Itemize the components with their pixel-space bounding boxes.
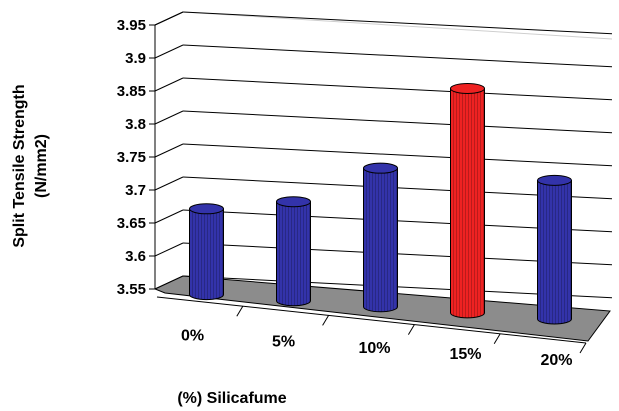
bar-hatch-0: [189, 208, 224, 300]
y-tick-8: 3.95: [117, 17, 146, 34]
bar-hatch-2: [363, 168, 398, 312]
bar-10pct: [363, 162, 398, 313]
gridline-6: [182, 77, 613, 101]
x-tick-4: 20%: [540, 352, 572, 369]
bars: [189, 82, 572, 325]
x-axis-label: (%) Silicafume: [177, 390, 286, 407]
y-tick-5: 3.8: [125, 116, 146, 133]
gridline-side-5: [154, 110, 184, 125]
gridline-5: [182, 110, 613, 134]
y-tick-3: 3.7: [125, 182, 146, 199]
x-axis-line: [156, 296, 587, 344]
gridline-8: [182, 11, 613, 35]
x-tick-mark-1: [322, 315, 330, 326]
x-tick-mark-4: [579, 342, 587, 354]
bar-hatch-4: [537, 180, 572, 324]
y-axis-label-line1: Split Tensile Strength: [11, 84, 28, 247]
bar-top-2: [363, 162, 398, 174]
gridline-side-7: [154, 44, 184, 59]
x-tick-3: 15%: [449, 346, 481, 363]
x-tick-1: 5%: [272, 334, 295, 351]
gridline-side-3: [154, 176, 184, 191]
y-tick-7: 3.9: [125, 50, 146, 67]
back-wall-top: [182, 11, 613, 40]
gridline-side-6: [154, 77, 184, 92]
y-tick-4: 3.75: [117, 149, 146, 166]
x-tick-2: 10%: [358, 340, 390, 357]
x-tick-0: 0%: [181, 328, 204, 345]
y-tick-1: 3.6: [125, 248, 146, 265]
x-tick-mark-2: [407, 324, 415, 335]
gridline-side-8: [154, 11, 184, 26]
gridline-side-4: [154, 143, 184, 158]
y-tick-2: 3.65: [117, 215, 146, 232]
bar-hatch-1: [276, 201, 311, 306]
gridline-side-2: [154, 209, 184, 224]
bar-hatch-3: [450, 88, 485, 318]
y-tick-6: 3.85: [117, 83, 146, 100]
bar-top-4: [537, 174, 572, 186]
bar-20pct: [537, 174, 572, 325]
bar-top-0: [189, 203, 224, 215]
x-tick-mark-0: [236, 305, 244, 317]
x-tick-labels: 0% 5% 10% 15% 20%: [181, 305, 587, 369]
y-tick-0: 3.55: [117, 281, 146, 298]
gridline-4: [182, 143, 613, 167]
y-axis-label-line2: (N/mm2): [33, 134, 50, 198]
bar-top-1: [276, 196, 311, 208]
x-tick-mark-3: [493, 333, 501, 345]
bar-top-3: [450, 82, 485, 94]
bar-15pct: [450, 82, 485, 319]
bar-5pct: [276, 196, 311, 307]
y-tick-labels: 3.55 3.6 3.65 3.7 3.75 3.8 3.85 3.9 3.95: [117, 17, 146, 298]
gridline-7: [182, 44, 613, 68]
bar-0pct: [189, 203, 224, 301]
gridline-side-1: [154, 242, 184, 257]
